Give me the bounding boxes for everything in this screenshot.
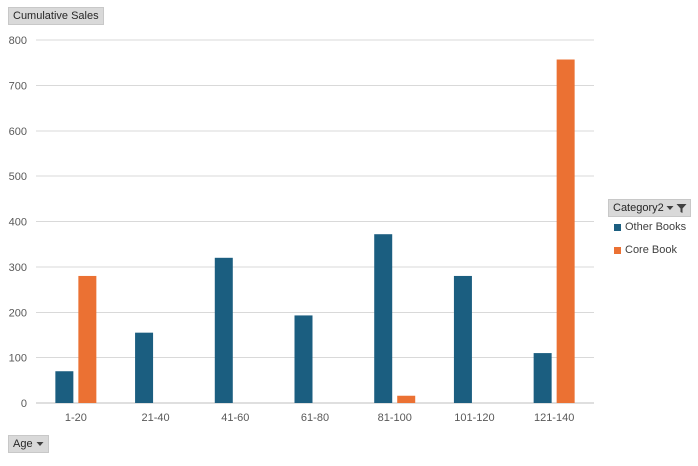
bar-other-books bbox=[55, 371, 74, 403]
values-field-label: Cumulative Sales bbox=[13, 10, 99, 22]
bar-other-books bbox=[294, 315, 313, 403]
bar-core-book bbox=[556, 59, 575, 403]
legend-swatch bbox=[614, 223, 621, 231]
axis-field-label: Age bbox=[13, 438, 33, 450]
values-field-button[interactable]: Cumulative Sales bbox=[8, 7, 104, 25]
funnel-filter-icon[interactable] bbox=[676, 203, 687, 214]
bar-other-books bbox=[453, 275, 472, 403]
bar-other-books bbox=[135, 332, 154, 403]
x-tick-label: 121-140 bbox=[534, 412, 574, 424]
y-tick-label: 800 bbox=[9, 35, 27, 47]
axis-field-button[interactable]: Age bbox=[8, 435, 49, 453]
y-tick-label: 700 bbox=[9, 80, 27, 92]
legend-label: Other Books bbox=[625, 221, 687, 233]
y-tick-label: 300 bbox=[9, 262, 27, 274]
bar-core-book bbox=[397, 395, 416, 403]
y-tick-label: 100 bbox=[9, 353, 27, 365]
triangle-down-icon[interactable] bbox=[666, 205, 674, 211]
y-tick-label: 500 bbox=[9, 171, 27, 183]
triangle-down-icon[interactable] bbox=[36, 441, 44, 447]
x-tick-label: 1-20 bbox=[65, 412, 87, 424]
bar-other-books bbox=[214, 257, 233, 403]
y-tick-label: 0 bbox=[21, 398, 27, 410]
x-tick-label: 101-120 bbox=[454, 412, 494, 424]
legend-item: Core Book bbox=[614, 244, 677, 256]
y-tick-label: 200 bbox=[9, 307, 27, 319]
bar-other-books bbox=[374, 234, 393, 403]
legend-swatch bbox=[614, 246, 621, 254]
legend-field-label: Category2 bbox=[613, 202, 664, 214]
x-tick-label: 41-60 bbox=[221, 412, 249, 424]
bar-core-book bbox=[78, 275, 97, 403]
legend-item: Other Books bbox=[614, 221, 686, 233]
y-tick-label: 600 bbox=[9, 126, 27, 138]
x-tick-label: 61-80 bbox=[301, 412, 329, 424]
legend-field-button[interactable]: Category2 bbox=[608, 199, 691, 217]
bar-other-books bbox=[533, 353, 552, 403]
x-tick-label: 81-100 bbox=[378, 412, 412, 424]
y-tick-label: 400 bbox=[9, 217, 27, 229]
x-tick-label: 21-40 bbox=[142, 412, 170, 424]
legend-label: Core Book bbox=[625, 244, 677, 256]
